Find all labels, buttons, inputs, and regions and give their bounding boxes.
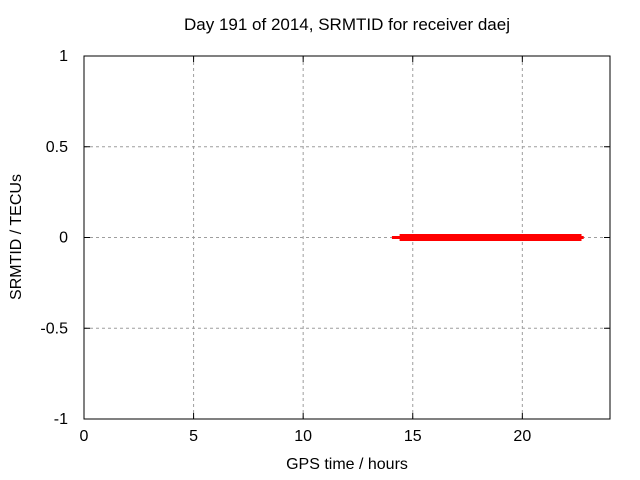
- x-tick-label: 0: [80, 428, 89, 445]
- x-tick-label: 15: [404, 428, 422, 445]
- x-axis-label: GPS time / hours: [286, 456, 408, 473]
- chart-title: Day 191 of 2014, SRMTID for receiver dae…: [184, 15, 510, 34]
- y-tick-label: 0.5: [46, 139, 68, 156]
- y-tick-label: 1: [59, 48, 68, 65]
- y-tick-label: -0.5: [40, 320, 68, 337]
- y-tick-label: -1: [54, 411, 68, 428]
- x-tick-label: 10: [294, 428, 312, 445]
- y-tick-label: 0: [59, 230, 68, 247]
- x-tick-label: 20: [513, 428, 531, 445]
- y-axis-label: SRMTID / TECUs: [8, 174, 25, 300]
- x-tick-label: 5: [189, 428, 198, 445]
